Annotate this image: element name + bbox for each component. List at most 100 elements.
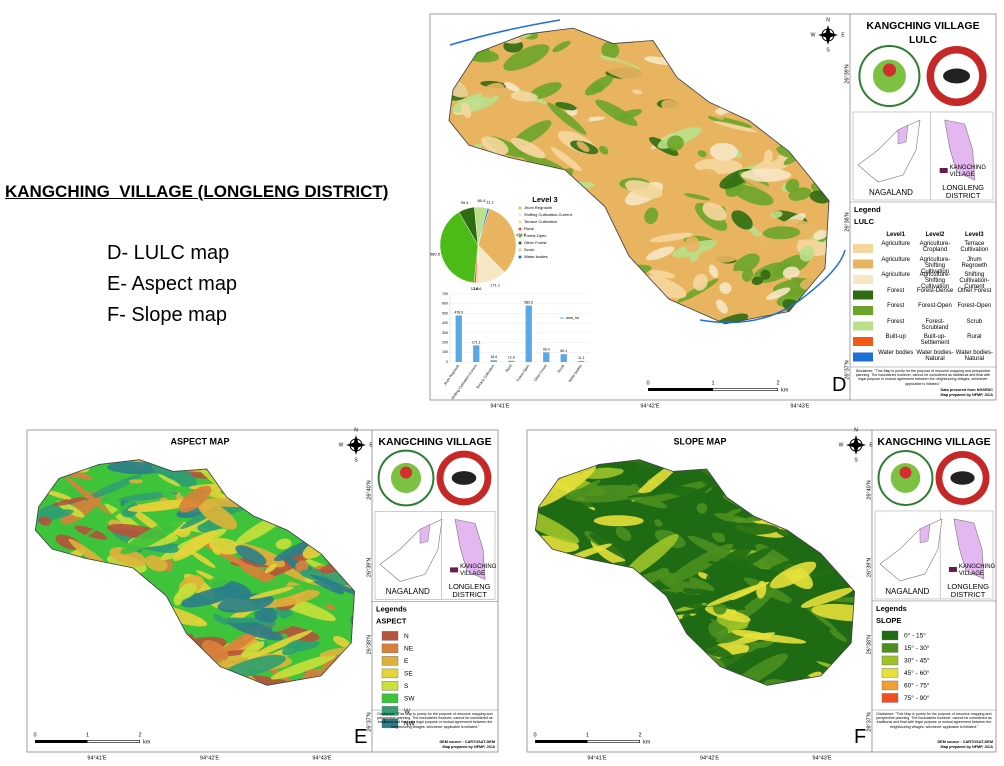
legend-swatch bbox=[853, 290, 873, 300]
map-patch bbox=[665, 635, 680, 648]
map-patch bbox=[545, 562, 573, 579]
map-patch bbox=[704, 459, 755, 494]
map-patch bbox=[832, 548, 855, 564]
bar-value-label: 18.6 bbox=[490, 355, 497, 359]
map-patch bbox=[535, 505, 580, 544]
legend-label: SE bbox=[404, 671, 413, 678]
compass-label: W bbox=[811, 32, 816, 38]
map-patch bbox=[791, 654, 806, 662]
lon-label: 94°41'E bbox=[87, 755, 106, 761]
lat-label: 26°40'N bbox=[366, 480, 372, 499]
map-patch bbox=[88, 603, 97, 612]
map-patch bbox=[324, 604, 336, 610]
map-patch bbox=[712, 602, 727, 615]
map-patch bbox=[816, 661, 855, 686]
map-patch bbox=[152, 670, 179, 686]
map-patch bbox=[165, 517, 211, 538]
x-tick-label: Jhum Regrowth bbox=[443, 364, 460, 386]
map-patch bbox=[35, 617, 67, 632]
map-patch bbox=[735, 579, 747, 592]
map-patch bbox=[332, 636, 351, 648]
map-patch bbox=[754, 459, 832, 461]
pie-legend-dot bbox=[518, 234, 522, 238]
map-patch bbox=[308, 574, 355, 598]
scale-label: 2 bbox=[638, 732, 641, 738]
map-patch bbox=[535, 556, 563, 571]
map-patch bbox=[768, 555, 822, 574]
x-tick-label: Forest-Open bbox=[516, 364, 531, 382]
map-patch bbox=[35, 579, 75, 608]
legend-cell: Forest-Dense bbox=[916, 287, 954, 294]
compass-arrow bbox=[346, 442, 366, 448]
map-patch bbox=[725, 61, 741, 78]
pie-slice bbox=[477, 208, 517, 273]
map-patch bbox=[679, 46, 690, 60]
legend-cell: Agriculture-Cropland bbox=[919, 241, 951, 253]
map-patch bbox=[44, 490, 72, 500]
map-patch bbox=[106, 461, 164, 475]
map-patch bbox=[741, 268, 754, 282]
legend-swatch bbox=[381, 668, 399, 679]
map-title: ASPECT MAP bbox=[170, 436, 229, 446]
state-map bbox=[857, 119, 921, 183]
chart-title: Level 3 bbox=[532, 195, 557, 204]
legend-label: W bbox=[404, 708, 411, 715]
map-patch bbox=[624, 678, 693, 686]
map-patch bbox=[572, 267, 603, 277]
map-patch bbox=[270, 654, 337, 680]
map-patch bbox=[612, 487, 667, 509]
map-patch bbox=[235, 545, 267, 565]
map-patch bbox=[685, 57, 710, 76]
map-patch bbox=[327, 675, 355, 683]
map-patch bbox=[222, 471, 258, 496]
map-patch bbox=[782, 56, 811, 75]
map-patch bbox=[723, 508, 742, 517]
legend-label: 75° - 90° bbox=[904, 694, 930, 702]
map-patch bbox=[556, 246, 597, 261]
map-patch bbox=[199, 459, 242, 463]
credit: DEM source : CARTOSAT-DEM bbox=[937, 740, 993, 744]
bar-value-label: 171.1 bbox=[472, 340, 481, 344]
slide-title: KANGCHING VILLAGE (LONGLENG DISTRICT) bbox=[5, 182, 389, 201]
map-patch bbox=[743, 177, 786, 198]
legend-label: NE bbox=[404, 646, 414, 653]
scale-label: 0 bbox=[33, 732, 36, 738]
district-map bbox=[953, 518, 985, 580]
map-patch bbox=[460, 295, 495, 321]
map-patch bbox=[815, 107, 829, 126]
legend-label: 15° - 30° bbox=[904, 644, 930, 652]
legend-swatch bbox=[381, 631, 399, 641]
map-patch bbox=[551, 589, 563, 595]
legend-label: SW bbox=[404, 696, 415, 703]
legend-title: Legends bbox=[876, 604, 907, 613]
map-patch bbox=[584, 75, 614, 96]
map-patch bbox=[576, 650, 627, 661]
bar-value-label: 11.1 bbox=[578, 356, 585, 360]
map-patch bbox=[510, 91, 538, 102]
map-patch bbox=[732, 184, 774, 206]
map-patch bbox=[743, 48, 791, 61]
map-patch bbox=[800, 505, 855, 535]
map-patch bbox=[72, 596, 89, 610]
map-patch bbox=[701, 49, 717, 58]
pie-legend-label: Shifting Cultivation-Current bbox=[524, 212, 573, 217]
map-patch bbox=[89, 619, 117, 631]
map-patch bbox=[240, 641, 265, 658]
map-patch bbox=[809, 459, 855, 489]
map-patch bbox=[573, 680, 613, 686]
bar-value-label: 99.4 bbox=[543, 347, 550, 351]
map-patch bbox=[332, 534, 348, 542]
map-patch bbox=[644, 207, 659, 225]
map-patch bbox=[526, 280, 567, 307]
scale-label: 0 bbox=[646, 380, 649, 386]
village-marker bbox=[948, 566, 957, 572]
map-patch bbox=[36, 461, 101, 466]
map-patch bbox=[732, 461, 745, 478]
map-patch bbox=[789, 71, 817, 86]
map-patch bbox=[225, 617, 284, 641]
map-patch bbox=[567, 582, 606, 614]
legend-swatch bbox=[381, 656, 399, 666]
bar bbox=[455, 315, 462, 362]
map-patch bbox=[42, 590, 78, 620]
legend-cell: Built-up-Settlement bbox=[920, 334, 950, 346]
